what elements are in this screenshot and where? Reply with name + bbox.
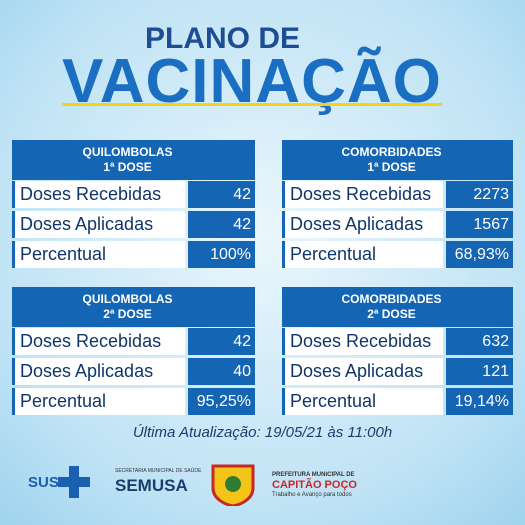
- row-label: Doses Aplicadas: [12, 211, 185, 238]
- title-line2: VACINAÇÃO: [62, 47, 442, 116]
- table-header: COMORBIDADES 1ª DOSE: [282, 140, 513, 180]
- table-title: QUILOMBOLAS: [82, 145, 173, 159]
- row-label: Doses Aplicadas: [282, 211, 443, 238]
- table-title: COMORBIDADES: [341, 292, 442, 306]
- row-label: Percentual: [12, 241, 185, 268]
- row-label: Percentual: [12, 388, 185, 415]
- table-header: COMORBIDADES 2ª DOSE: [282, 287, 513, 327]
- row-label: Doses Recebidas: [282, 328, 443, 355]
- row-value: 40: [188, 358, 255, 385]
- row-value: 632: [446, 328, 513, 355]
- semusa-logo: SEMUSA: [115, 476, 188, 495]
- row-value: 121: [446, 358, 513, 385]
- city-crest: [211, 464, 255, 506]
- table-title: COMORBIDADES: [341, 145, 442, 159]
- table-title: QUILOMBOLAS: [82, 292, 173, 306]
- row-value: 2273: [446, 181, 513, 208]
- row-label: Percentual: [282, 241, 443, 268]
- title-underline: [62, 103, 442, 106]
- prefeitura-caption: PREFEITURA MUNICIPAL DE: [272, 472, 355, 478]
- table-header: QUILOMBOLAS 1ª DOSE: [12, 140, 255, 180]
- sus-cross: [58, 466, 90, 498]
- row-value: 95,25%: [188, 388, 255, 415]
- row-value: 68,93%: [446, 241, 513, 268]
- row-value: 42: [188, 211, 255, 238]
- title-line1: PLANO DE: [145, 22, 301, 55]
- slogan: Trabalho e Avanço para todos: [272, 492, 352, 498]
- row-value: 42: [188, 328, 255, 355]
- row-value: 100%: [188, 241, 255, 268]
- table-subtitle: 2ª DOSE: [367, 307, 416, 321]
- row-label: Percentual: [282, 388, 443, 415]
- row-value: 42: [188, 181, 255, 208]
- semusa-caption: SECRETARIA MUNICIPAL DE SAÚDE: [115, 468, 202, 474]
- table-subtitle: 1ª DOSE: [103, 160, 152, 174]
- row-label: Doses Recebidas: [282, 181, 443, 208]
- update-note: Última Atualização: 19/05/21 às 11:00h: [132, 424, 393, 441]
- row-label: Doses Aplicadas: [282, 358, 443, 385]
- row-label: Doses Aplicadas: [12, 358, 185, 385]
- row-value: 1567: [446, 211, 513, 238]
- row-label: Doses Recebidas: [12, 181, 185, 208]
- table-subtitle: 2ª DOSE: [103, 307, 152, 321]
- table-header: QUILOMBOLAS 2ª DOSE: [12, 287, 255, 327]
- sus-logo: SUS: [28, 474, 59, 491]
- city-name: CAPITÃO POÇO: [272, 479, 357, 491]
- row-value: 19,14%: [446, 388, 513, 415]
- table-subtitle: 1ª DOSE: [367, 160, 416, 174]
- row-label: Doses Recebidas: [12, 328, 185, 355]
